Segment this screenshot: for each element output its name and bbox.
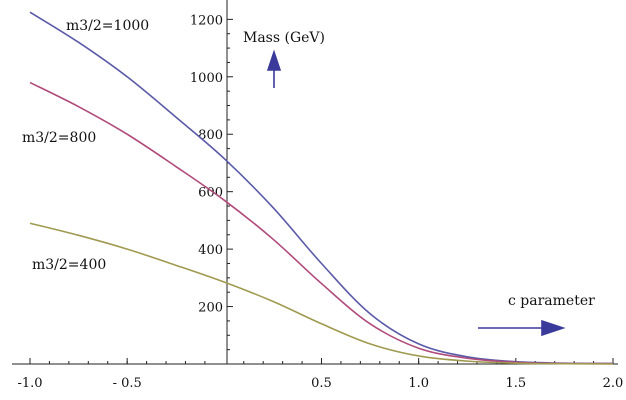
annotations-group: Mass (GeV) c parameter: [243, 30, 595, 337]
y-tick-label: 1200: [190, 13, 223, 28]
y-tick-label: 800: [198, 128, 223, 143]
series-label-1: m3/2=800: [22, 130, 96, 146]
y-axis-arrow-icon: [266, 49, 282, 88]
x-tick-label: -1.0: [17, 376, 42, 391]
axes-group: [12, 0, 618, 365]
y-tick-label: 400: [198, 243, 223, 258]
ticks-group: -1.0 - 0.5 0.5 1.0 1.5 2.0 200 400 600 800 1000 120…: [17, 13, 623, 391]
x-tick-label: 1.5: [505, 376, 526, 391]
x-tick-label: 2.0: [603, 376, 624, 391]
x-tick-label: 1.0: [408, 376, 429, 391]
x-tick-label: 0.5: [311, 376, 332, 391]
y-tick-label: 1000: [190, 71, 223, 86]
series-line-2: [29, 222, 614, 365]
series-group: m3/2=1000 m3/2=800 m3/2=400: [22, 11, 614, 365]
x-axis-arrow-icon: [478, 319, 566, 337]
series-line-1: [29, 81, 614, 365]
y-tick-label: 600: [198, 186, 223, 201]
series-label-0: m3/2=1000: [66, 18, 149, 34]
x-axis-label: c parameter: [508, 293, 595, 309]
series-line-0: [29, 11, 614, 365]
x-tick-label: - 0.5: [113, 376, 142, 391]
series-label-2: m3/2=400: [32, 257, 106, 273]
y-tick-label: 200: [198, 301, 223, 316]
y-axis-label: Mass (GeV): [243, 30, 325, 46]
